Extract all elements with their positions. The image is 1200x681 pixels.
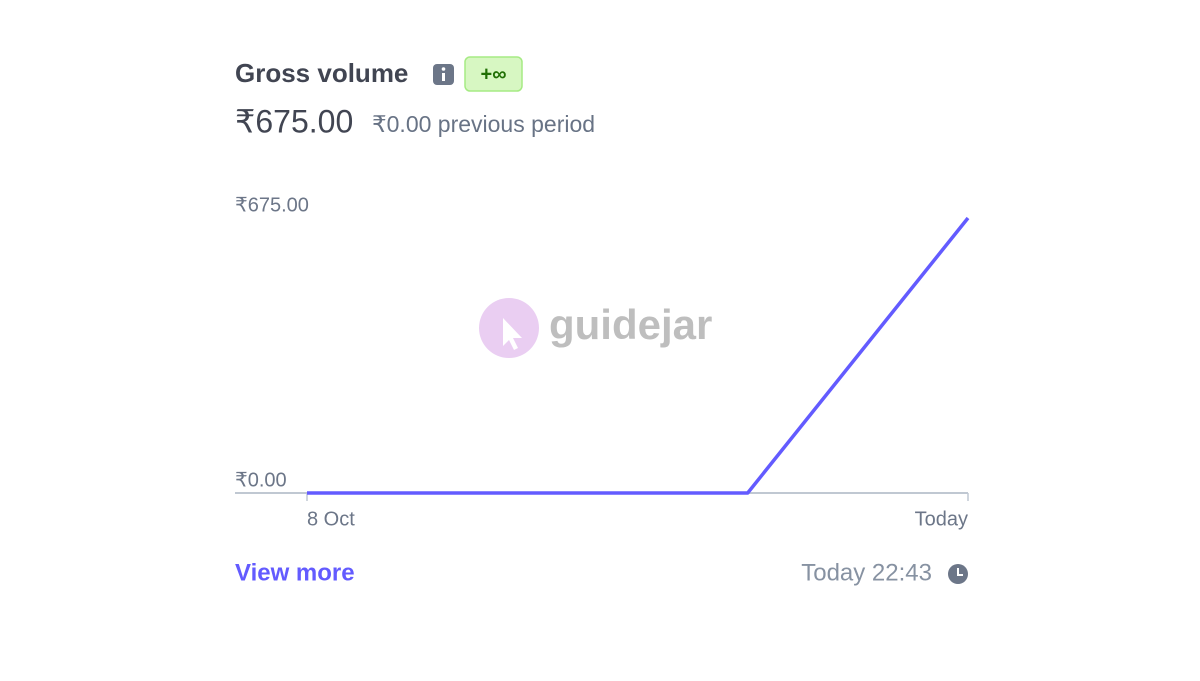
chart-title: Gross volume <box>235 58 408 88</box>
clock-icon <box>948 564 968 584</box>
line <box>307 216 970 495</box>
x-tick-label: Today <box>915 508 968 530</box>
y-tick-label: ₹0.00 <box>235 469 287 491</box>
watermark-text: guidejar <box>549 301 712 348</box>
badge: +∞ <box>481 63 507 85</box>
watermark: guidejar <box>479 298 712 358</box>
view-more-link[interactable]: View more <box>235 559 355 586</box>
x-tick-label: 8 Oct <box>307 508 355 530</box>
badge-bg <box>464 56 523 92</box>
info-icon[interactable] <box>433 64 454 85</box>
total: ₹675.00 <box>235 103 353 139</box>
y-tick-label: ₹675.00 <box>235 194 309 216</box>
timestamp: Today 22:43 <box>801 559 932 586</box>
comparison: ₹0.00 previous period <box>372 111 595 137</box>
